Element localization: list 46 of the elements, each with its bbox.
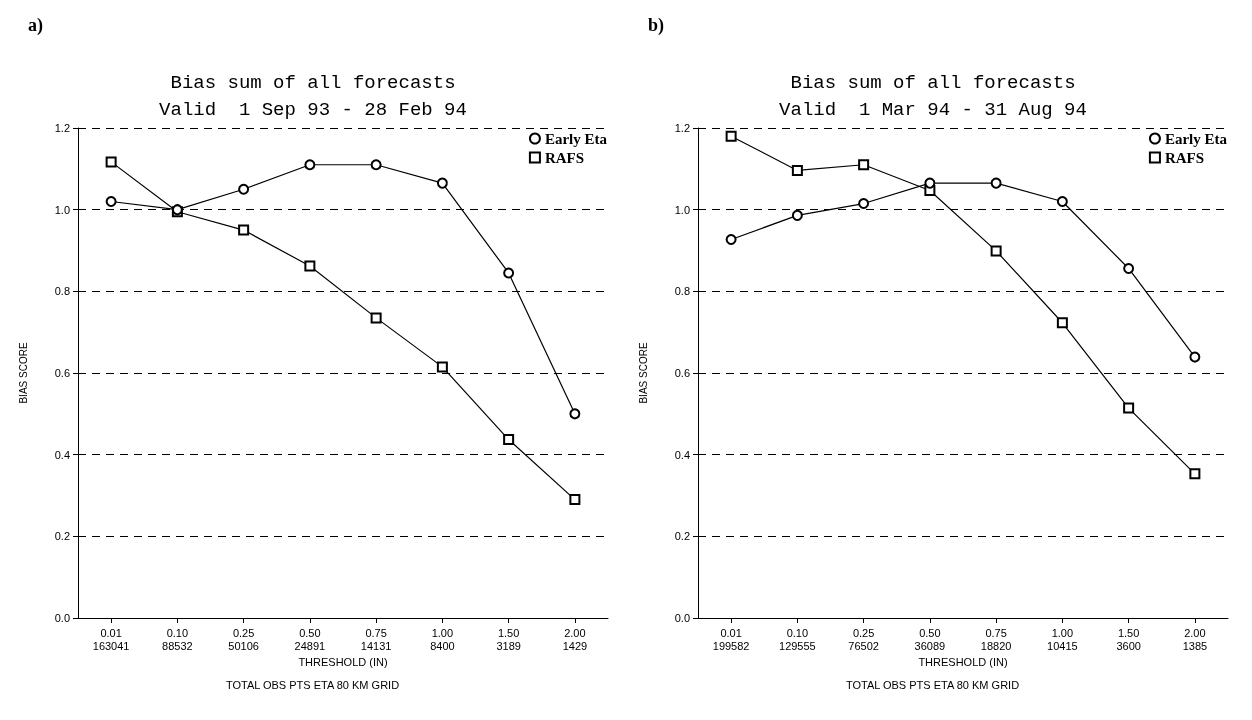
text: b) xyxy=(648,15,665,36)
x-tick-label: 0.50 24891 xyxy=(294,626,326,652)
x-tick-label: 0.25 50106 xyxy=(228,626,259,652)
y-tick-label: 1.2 xyxy=(674,122,690,134)
y-tick-label: 0.8 xyxy=(54,285,70,298)
x-tick-label: 0.10 129555 xyxy=(779,626,816,652)
x-tick-label: 2.00 1429 xyxy=(562,626,588,652)
y-axis-title: BIAS SCORE xyxy=(17,342,29,404)
x-tick-label: 1.50 3189 xyxy=(496,626,521,652)
y-axis-title: BIAS SCORE xyxy=(637,342,649,404)
chart-title: Bias sum of all forecasts xyxy=(170,71,456,94)
x-tick-label: 0.01 163041 xyxy=(92,626,130,652)
legend-label: Early Eta xyxy=(1164,130,1228,147)
y-tick-label: 0.8 xyxy=(674,285,690,298)
text: a) xyxy=(28,15,43,36)
x-axis-title: THRESHOLD (IN) xyxy=(918,656,1008,669)
chart-subtitle: Valid 1 Sep 93 - 28 Feb 94 xyxy=(159,98,467,121)
x-axis-title: THRESHOLD (IN) xyxy=(298,656,388,669)
x-tick-label: 0.10 88532 xyxy=(162,626,193,652)
y-tick-label: 0.4 xyxy=(674,448,690,461)
text: TOTAL OBS PTS ETA 80 KM GRID xyxy=(845,678,1020,691)
legend-label: Early Eta xyxy=(544,130,608,147)
legend-label: RAFS xyxy=(544,149,585,166)
y-tick-label: 0.6 xyxy=(674,367,690,379)
y-tick-label: 1.2 xyxy=(54,122,70,134)
y-tick-label: 0.2 xyxy=(674,530,690,543)
x-tick-label: 0.01 199582 xyxy=(712,626,750,652)
chart-title: Bias sum of all forecasts xyxy=(790,71,1076,94)
x-tick-label: 0.50 36089 xyxy=(914,626,946,652)
x-tick-label: 1.50 3600 xyxy=(1116,626,1141,652)
y-tick-label: 0.0 xyxy=(674,612,690,624)
chart-subtitle: Valid 1 Mar 94 - 31 Aug 94 xyxy=(779,98,1087,121)
y-tick-label: 0.6 xyxy=(54,367,70,379)
text: TOTAL OBS PTS ETA 80 KM GRID xyxy=(225,678,400,691)
y-tick-label: 1.0 xyxy=(54,203,70,216)
y-tick-label: 1.0 xyxy=(674,203,690,216)
x-tick-label: 0.25 76502 xyxy=(848,626,879,652)
y-tick-label: 0.4 xyxy=(54,448,70,461)
legend-label: RAFS xyxy=(1164,149,1205,166)
y-tick-label: 0.2 xyxy=(54,530,70,543)
y-tick-label: 0.0 xyxy=(54,612,70,624)
x-tick-label: 2.00 1385 xyxy=(1182,626,1208,652)
x-tick-label: 1.00 10415 xyxy=(1047,626,1078,652)
x-tick-label: 1.00 8400 xyxy=(430,626,455,652)
x-tick-label: 0.75 18820 xyxy=(980,626,1012,652)
x-tick-label: 0.75 14131 xyxy=(360,626,392,652)
